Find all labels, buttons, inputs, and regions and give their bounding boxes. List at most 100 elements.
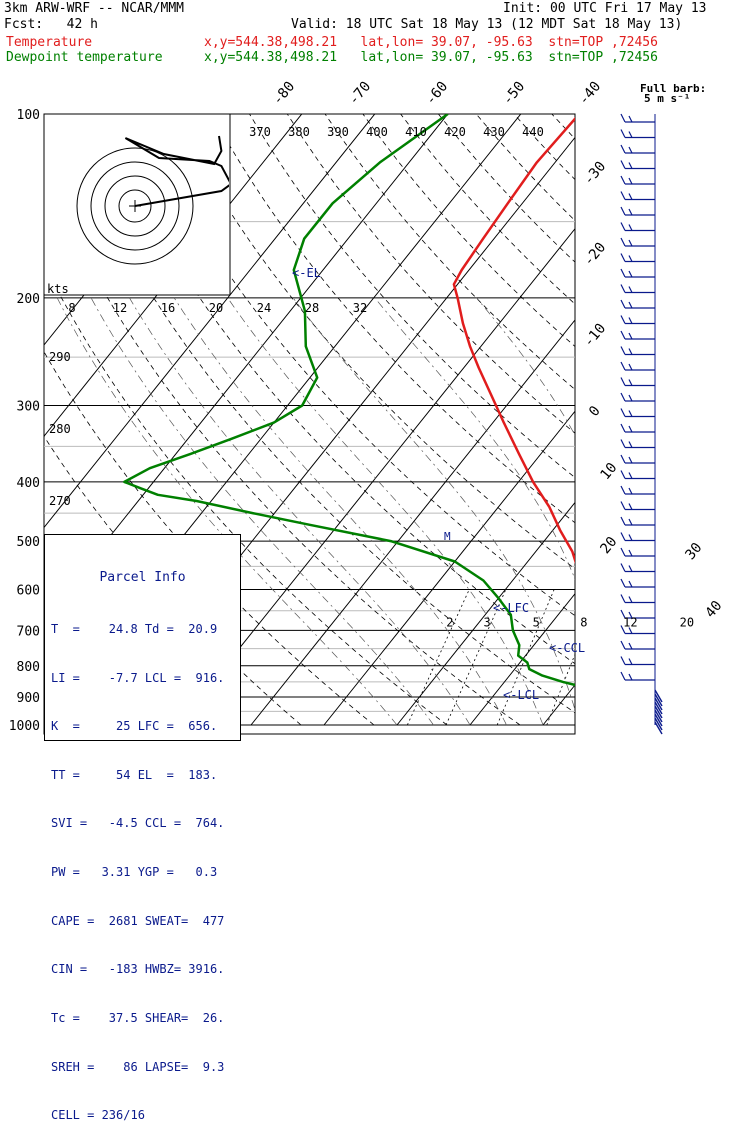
pressure-tick-label: 300 xyxy=(17,400,40,415)
wind-barb-flag xyxy=(629,302,632,308)
parcel-row: PW = 3.31 YGP = 0.3 xyxy=(45,864,240,880)
parcel-row: CIN = -183 HWBZ= 3916. xyxy=(45,961,240,977)
parcel-row: Tc = 37.5 SHEAR= 26. xyxy=(45,1010,240,1026)
isotherm-line xyxy=(470,114,740,725)
wind-barb-flag xyxy=(621,223,625,231)
wind-barb-flag xyxy=(621,331,625,339)
mixing-ratio-line xyxy=(650,589,698,725)
wind-barb-flag xyxy=(621,145,625,153)
isotherm-line xyxy=(324,114,740,725)
wind-barb-flag xyxy=(629,504,632,510)
wind-barb-flag xyxy=(629,194,632,200)
wind-barb-flag xyxy=(621,657,625,665)
parcel-info-title: Parcel Info xyxy=(45,570,240,586)
speed-label: 16 xyxy=(161,301,175,315)
speed-label: 12 xyxy=(113,301,127,315)
dry-adiabat-line xyxy=(438,114,740,725)
wind-barb-flag xyxy=(629,411,632,417)
wind-barb-flag xyxy=(629,271,632,277)
lfc-marker: <-LFC xyxy=(493,601,529,615)
wind-barb-flag xyxy=(629,380,632,386)
pressure-tick-label: 1000 xyxy=(9,719,40,734)
pressure-tick-label: 100 xyxy=(17,108,40,123)
wind-barb-flag xyxy=(621,316,625,324)
mixing-ratio-label: 5 xyxy=(533,615,540,629)
wind-barb-flag xyxy=(621,347,625,355)
mixing-ratio-label: 12 xyxy=(623,615,637,629)
m-marker: M xyxy=(444,530,451,544)
wind-barb-flag xyxy=(629,349,632,355)
mixing-ratio-label: 20 xyxy=(680,615,694,629)
isotherm-label: 30 xyxy=(682,540,705,563)
wind-barb-flag xyxy=(621,455,625,463)
wind-barb-flag xyxy=(629,364,632,370)
mixing-ratio-label: 8 xyxy=(580,615,587,629)
parcel-row: K = 25 LFC = 656. xyxy=(45,718,240,734)
theta-label: 440 xyxy=(522,125,544,139)
theta-label: 390 xyxy=(327,125,349,139)
wind-barb-flag xyxy=(629,426,632,432)
dry-adiabat-line xyxy=(665,114,740,725)
parcel-row: CAPE = 2681 SWEAT= 477 xyxy=(45,913,240,929)
wind-barb-flag xyxy=(621,486,625,494)
speed-label: 20 xyxy=(209,301,223,315)
wind-barb-flag xyxy=(621,393,625,401)
theta-label: 430 xyxy=(483,125,505,139)
pressure-tick-label: 700 xyxy=(17,624,40,639)
wind-barb-flag xyxy=(629,147,632,153)
mixing-ratio-line xyxy=(591,589,643,725)
wind-barb-flag xyxy=(621,471,625,479)
wind-barb-flag xyxy=(629,519,632,525)
dry-adiabat-line xyxy=(703,114,740,725)
speed-label: 28 xyxy=(305,301,319,315)
wind-barb-flag xyxy=(629,395,632,401)
pressure-tick-label: 600 xyxy=(17,583,40,598)
wind-barb-flag xyxy=(621,409,625,417)
wind-barb-flag xyxy=(621,533,625,541)
dry-adiabat-line xyxy=(325,114,740,725)
isotherm-line xyxy=(251,114,740,725)
wind-barb-flag xyxy=(621,579,625,587)
wind-barb-flag xyxy=(621,176,625,184)
moist-adiabat-line xyxy=(593,298,689,725)
wind-barb-flag xyxy=(621,595,625,603)
mixing-ratio-label: 3 xyxy=(483,615,490,629)
isotherm-label: 0 xyxy=(586,403,604,420)
parcel-info-panel: Parcel Info T = 24.8 Td = 20.9 LI = -7.7… xyxy=(44,534,241,741)
isotherm-label: -40 xyxy=(576,79,605,109)
wind-barb-flag xyxy=(629,318,632,324)
wind-barbs xyxy=(621,114,662,734)
wind-barb-flag xyxy=(629,287,632,293)
wind-barb-flag xyxy=(621,269,625,277)
hodograph xyxy=(44,114,231,295)
pressure-tick-label: 800 xyxy=(17,660,40,675)
wind-barb-flag xyxy=(621,285,625,293)
wind-barb-flag xyxy=(629,256,632,262)
el-marker: <-EL xyxy=(292,266,321,280)
isotherm-line xyxy=(178,114,667,725)
wind-barb-flag xyxy=(629,597,632,603)
parcel-row: SVI = -4.5 CCL = 764. xyxy=(45,815,240,831)
pressure-tick-label: 400 xyxy=(17,476,40,491)
theta-label: 380 xyxy=(288,125,310,139)
pressure-tick-label: 900 xyxy=(17,691,40,706)
isotherm-label: 20 xyxy=(597,534,620,557)
moist-adiabat-line xyxy=(699,298,726,725)
wind-barb-flag xyxy=(621,517,625,525)
wind-barb-flag xyxy=(621,424,625,432)
speed-label: 24 xyxy=(257,301,271,315)
wind-barb-flag xyxy=(629,581,632,587)
dry-adiabat-line xyxy=(476,114,740,725)
parcel-row: CELL = 236/16 xyxy=(45,1107,240,1123)
wind-barb-flag xyxy=(621,502,625,510)
wind-barb-flag xyxy=(629,674,632,680)
wind-barb-flag xyxy=(621,672,625,680)
wind-barb-flag xyxy=(621,130,625,138)
wind-barb-flag xyxy=(629,643,632,649)
wind-barb-flag xyxy=(621,362,625,370)
wind-barb-flag xyxy=(621,300,625,308)
isotherm-label: 40 xyxy=(702,598,725,621)
theta-label: 400 xyxy=(366,125,388,139)
dry-adiabat-line xyxy=(363,114,740,725)
wind-barb-flag xyxy=(621,440,625,448)
